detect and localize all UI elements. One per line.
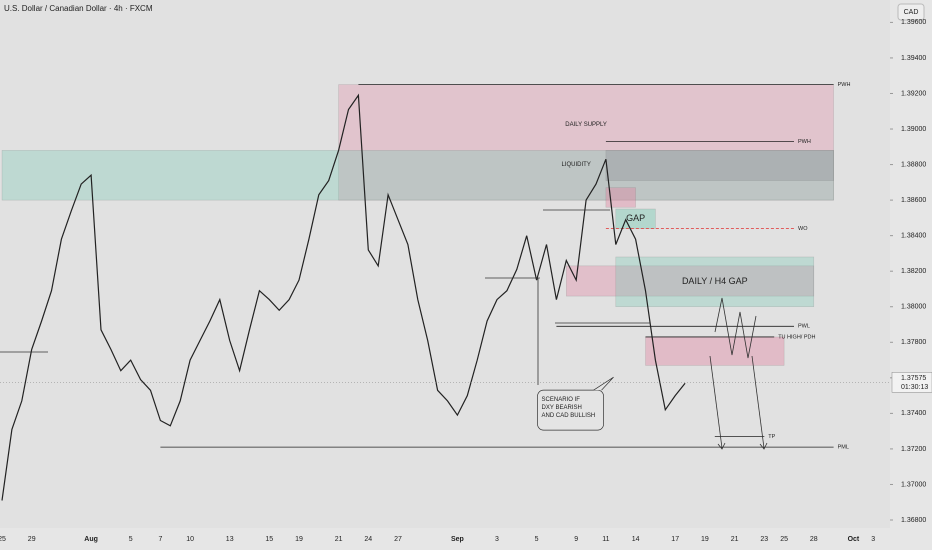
x-tick-label: 25 (780, 536, 788, 543)
x-tick-label: 10 (186, 536, 194, 543)
x-tick-label: 9 (574, 536, 578, 543)
x-tick-label: 11 (602, 536, 609, 543)
countdown: 01:30:13 (901, 384, 928, 391)
x-tick-label: 19 (701, 536, 709, 543)
arrow-head (717, 442, 726, 450)
y-tick-label: 1.37000 (901, 481, 926, 488)
y-tick-label: 1.38400 (901, 232, 926, 239)
y-tick-label: 1.39200 (901, 90, 926, 97)
zone (605, 187, 636, 208)
zone (1, 150, 834, 201)
plot: PWH PWH WO PWL TU HIGH/ PDH TP PML LIQUIDITY SCE… (1, 82, 851, 501)
x-tick-label: 21 (731, 536, 739, 543)
zone-label: DAILY SUPPLY (565, 122, 607, 128)
y-tick-label: 1.38200 (901, 268, 926, 275)
x-tick-label: 3 (495, 536, 499, 543)
annotation: LIQUIDITY (562, 162, 591, 168)
x-tick-label: 5 (129, 536, 133, 543)
zone (605, 150, 834, 181)
last-price-box (891, 372, 932, 393)
level-label: PWL (798, 324, 810, 330)
callout-text: SCENARIO IF DXY BEARISH AND CAD BULLISH (542, 397, 596, 419)
currency-box[interactable] (897, 3, 925, 21)
time-axis (0, 528, 890, 550)
zone (645, 336, 785, 366)
x-tick-label: 21 (335, 536, 343, 543)
level-label: PWH (798, 139, 811, 145)
y-tick-label: 1.38600 (901, 197, 926, 204)
zone (338, 84, 834, 201)
callout-tail (593, 376, 614, 391)
x-tick-label: 13 (226, 536, 234, 543)
price-axis (890, 0, 932, 550)
y-tick-label: 1.38800 (901, 161, 926, 168)
y-tick-label: 1.37400 (901, 410, 926, 417)
price-line (1, 93, 686, 501)
y-tick-label: 1.39400 (901, 55, 926, 62)
x-tick-label: 17 (671, 536, 679, 543)
x-tick-label: 5 (535, 536, 539, 543)
x-tick-label: 28 (810, 536, 818, 543)
zone-label: GAP (626, 213, 645, 223)
y-tick-label: 1.36800 (901, 517, 926, 524)
zone (566, 265, 815, 297)
x-tick-label: 27 (394, 536, 402, 543)
currency[interactable]: CAD (904, 9, 919, 16)
x-tick-label: 25 (0, 536, 6, 543)
level-label: WO (798, 226, 808, 232)
zones: DAILY SUPPLY GAP DAILY / H4 GAP (1, 84, 834, 366)
y-tick-label: 1.38000 (901, 304, 926, 311)
x-tick-label: Aug (84, 536, 98, 543)
chart-title: U.S. Dollar / Canadian Dollar · 4h · FXC… (4, 4, 153, 13)
zone-label: DAILY / H4 GAP (682, 276, 748, 286)
y-tick-label: 1.39600 (901, 19, 926, 26)
y-tick-label: 1.37800 (901, 339, 926, 346)
x-tick-label: Sep (451, 536, 464, 543)
x-tick-label: 14 (632, 536, 640, 543)
last-price: 1.37575 (901, 375, 926, 382)
arrow (709, 355, 723, 449)
y-tick-label: 1.39000 (901, 126, 926, 133)
level-label: TU HIGH/ PDH (778, 334, 815, 340)
x-tick-label: 19 (295, 536, 303, 543)
projection (0, 209, 768, 450)
arrow-head (759, 442, 768, 450)
x-tick-label: 29 (28, 536, 36, 543)
callout-box (537, 389, 604, 431)
x-tick-label: 23 (760, 536, 768, 543)
arrow (751, 355, 765, 449)
y-tick-label: 1.37200 (901, 446, 926, 453)
zigzag (714, 297, 757, 359)
level-label: TP (768, 434, 775, 440)
x-tick-label: 7 (158, 536, 162, 543)
level-label: PWH (838, 82, 851, 88)
x-tick-label: 3 (871, 536, 875, 543)
zone (615, 256, 815, 307)
level-label: PML (838, 445, 849, 451)
x-tick-label: Oct (848, 536, 860, 543)
plot-background (0, 0, 890, 528)
x-tick-label: 24 (364, 536, 372, 543)
zone (615, 208, 656, 229)
x-tick-label: 15 (265, 536, 273, 543)
